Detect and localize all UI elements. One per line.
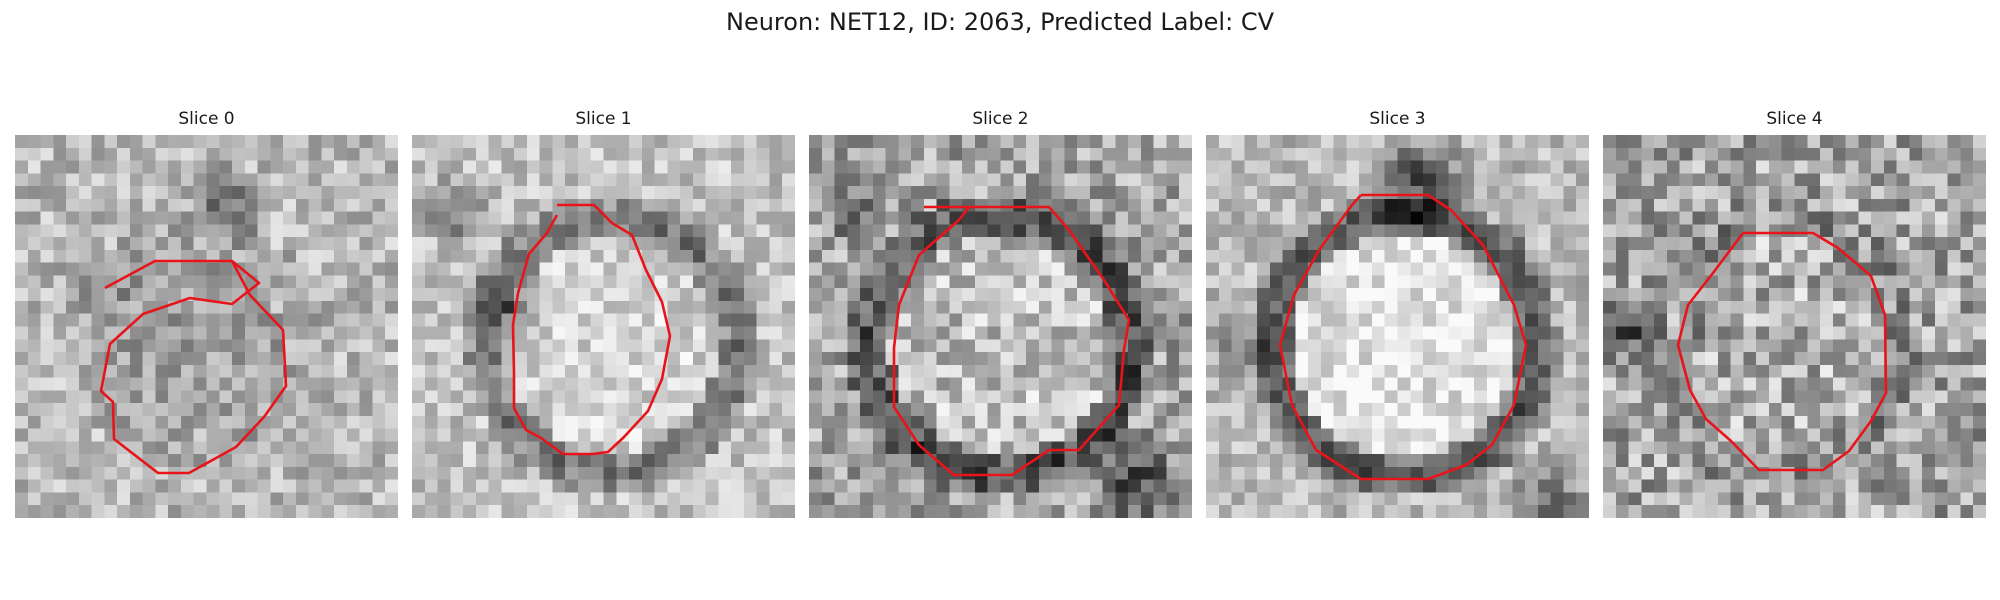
slice-title-4: Slice 4 [1766,109,1823,129]
slice-panel-0: Slice 0 [15,108,398,518]
slice-panel-1: Slice 1 [412,108,795,518]
slice-panel-4: Slice 4 [1603,108,1986,518]
contour-overlay-2 [892,205,1131,477]
contour-2 [892,205,1131,477]
contour-overlay-3 [1278,193,1528,481]
contour-4 [1676,231,1888,472]
figure-title: Neuron: NET12, ID: 2063, Predicted Label… [726,8,1274,36]
contour-1 [511,203,672,456]
contour-overlay-1 [511,203,672,456]
contour-0 [99,259,288,475]
slice-image-3 [1206,135,1589,518]
slice-title-3: Slice 3 [1369,109,1426,129]
slice-title-2: Slice 2 [972,109,1029,129]
slice-panel-2: Slice 2 [809,108,1192,518]
slice-image-4 [1603,135,1986,518]
contour-overlay-4 [1676,231,1888,472]
contour-3 [1278,193,1528,481]
slice-image-1 [412,135,795,518]
slice-title-0: Slice 0 [178,109,235,129]
slice-panel-3: Slice 3 [1206,108,1589,518]
contour-overlay-0 [99,259,288,475]
slice-image-0 [15,135,398,518]
slice-title-1: Slice 1 [575,109,632,129]
